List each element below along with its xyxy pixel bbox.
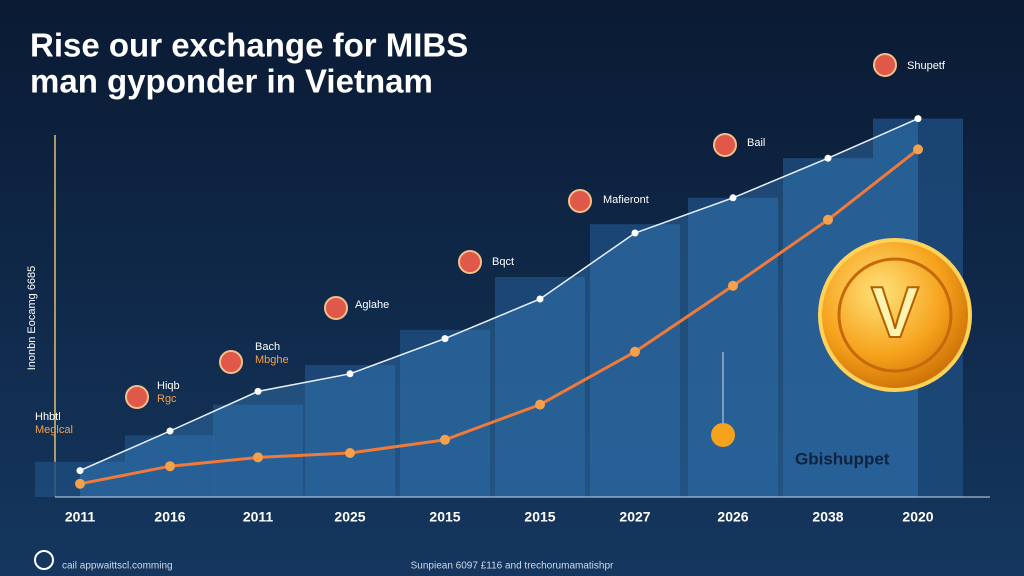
annotation-text: Meglcal xyxy=(35,424,73,436)
coin-small xyxy=(711,423,735,447)
point xyxy=(913,144,923,155)
x-tick-label: 2016 xyxy=(154,509,185,525)
annotation-text: Bail xyxy=(747,137,765,149)
bar xyxy=(213,404,303,497)
line xyxy=(79,117,919,472)
point xyxy=(441,335,449,343)
x-tick-label: 2027 xyxy=(619,509,650,525)
coin xyxy=(818,238,972,392)
point xyxy=(823,214,833,225)
annotation-icon xyxy=(458,250,482,274)
annotation-text: Hiqb xyxy=(157,380,180,392)
title-line: man gyponder in Vietnam xyxy=(30,63,433,100)
point xyxy=(76,467,84,475)
point xyxy=(535,399,545,410)
annotation-text: Bqct xyxy=(492,256,514,268)
bar xyxy=(400,329,490,497)
point xyxy=(346,370,354,378)
x-tick-label: 2025 xyxy=(334,509,365,525)
annotation-text: Bach xyxy=(255,341,280,353)
point xyxy=(729,194,737,202)
point xyxy=(630,346,640,357)
coin-rim xyxy=(837,257,953,373)
annotation-text: Shupetf xyxy=(907,60,946,72)
annotation-icon xyxy=(324,296,348,320)
point xyxy=(165,461,175,472)
annotation-text: Mbghe xyxy=(255,354,289,366)
annotation-icon xyxy=(568,189,592,213)
area xyxy=(80,118,918,497)
coin-letter: V xyxy=(871,273,919,353)
point xyxy=(254,387,262,395)
annotation-icon xyxy=(219,350,243,374)
x-tick-label: 2011 xyxy=(65,509,96,525)
x-tick-label: 2015 xyxy=(524,509,555,525)
x-tick-label: 2038 xyxy=(812,509,843,525)
point xyxy=(914,115,922,123)
annotation-icon xyxy=(873,53,897,77)
point xyxy=(253,452,263,463)
brand-logo xyxy=(34,550,54,570)
annotation-text: Aglahe xyxy=(355,299,389,311)
bar xyxy=(305,365,395,497)
point xyxy=(440,434,450,445)
annotation-text: Hhbtl xyxy=(35,411,61,423)
point xyxy=(728,280,738,291)
point xyxy=(631,229,639,237)
x-tick-label: 2026 xyxy=(717,509,748,525)
y-axis-label: Inonbn Eocamg 6685 xyxy=(26,266,38,371)
annotation-text: Mafieront xyxy=(603,194,649,206)
footer: Sunpiean 6097 £116 and trechorumamatishp… xyxy=(411,561,614,572)
annotation-icon xyxy=(125,385,149,409)
brand: cail appwaittscl.comming xyxy=(62,561,173,572)
annotation-icon xyxy=(713,133,737,157)
point xyxy=(536,295,544,303)
title-line: Rise our exchange for MIBS xyxy=(30,27,468,64)
line xyxy=(79,148,919,486)
bar xyxy=(590,224,680,497)
point xyxy=(166,427,174,435)
watermark: Gbishuppet xyxy=(795,449,890,468)
bar xyxy=(688,197,778,498)
point xyxy=(824,154,832,162)
x-tick-label: 2020 xyxy=(902,509,933,525)
point xyxy=(75,478,85,489)
point xyxy=(345,448,355,458)
annotation-text: Rgc xyxy=(157,393,177,405)
x-tick-label: 2011 xyxy=(243,509,274,525)
x-tick-label: 2015 xyxy=(429,509,460,525)
